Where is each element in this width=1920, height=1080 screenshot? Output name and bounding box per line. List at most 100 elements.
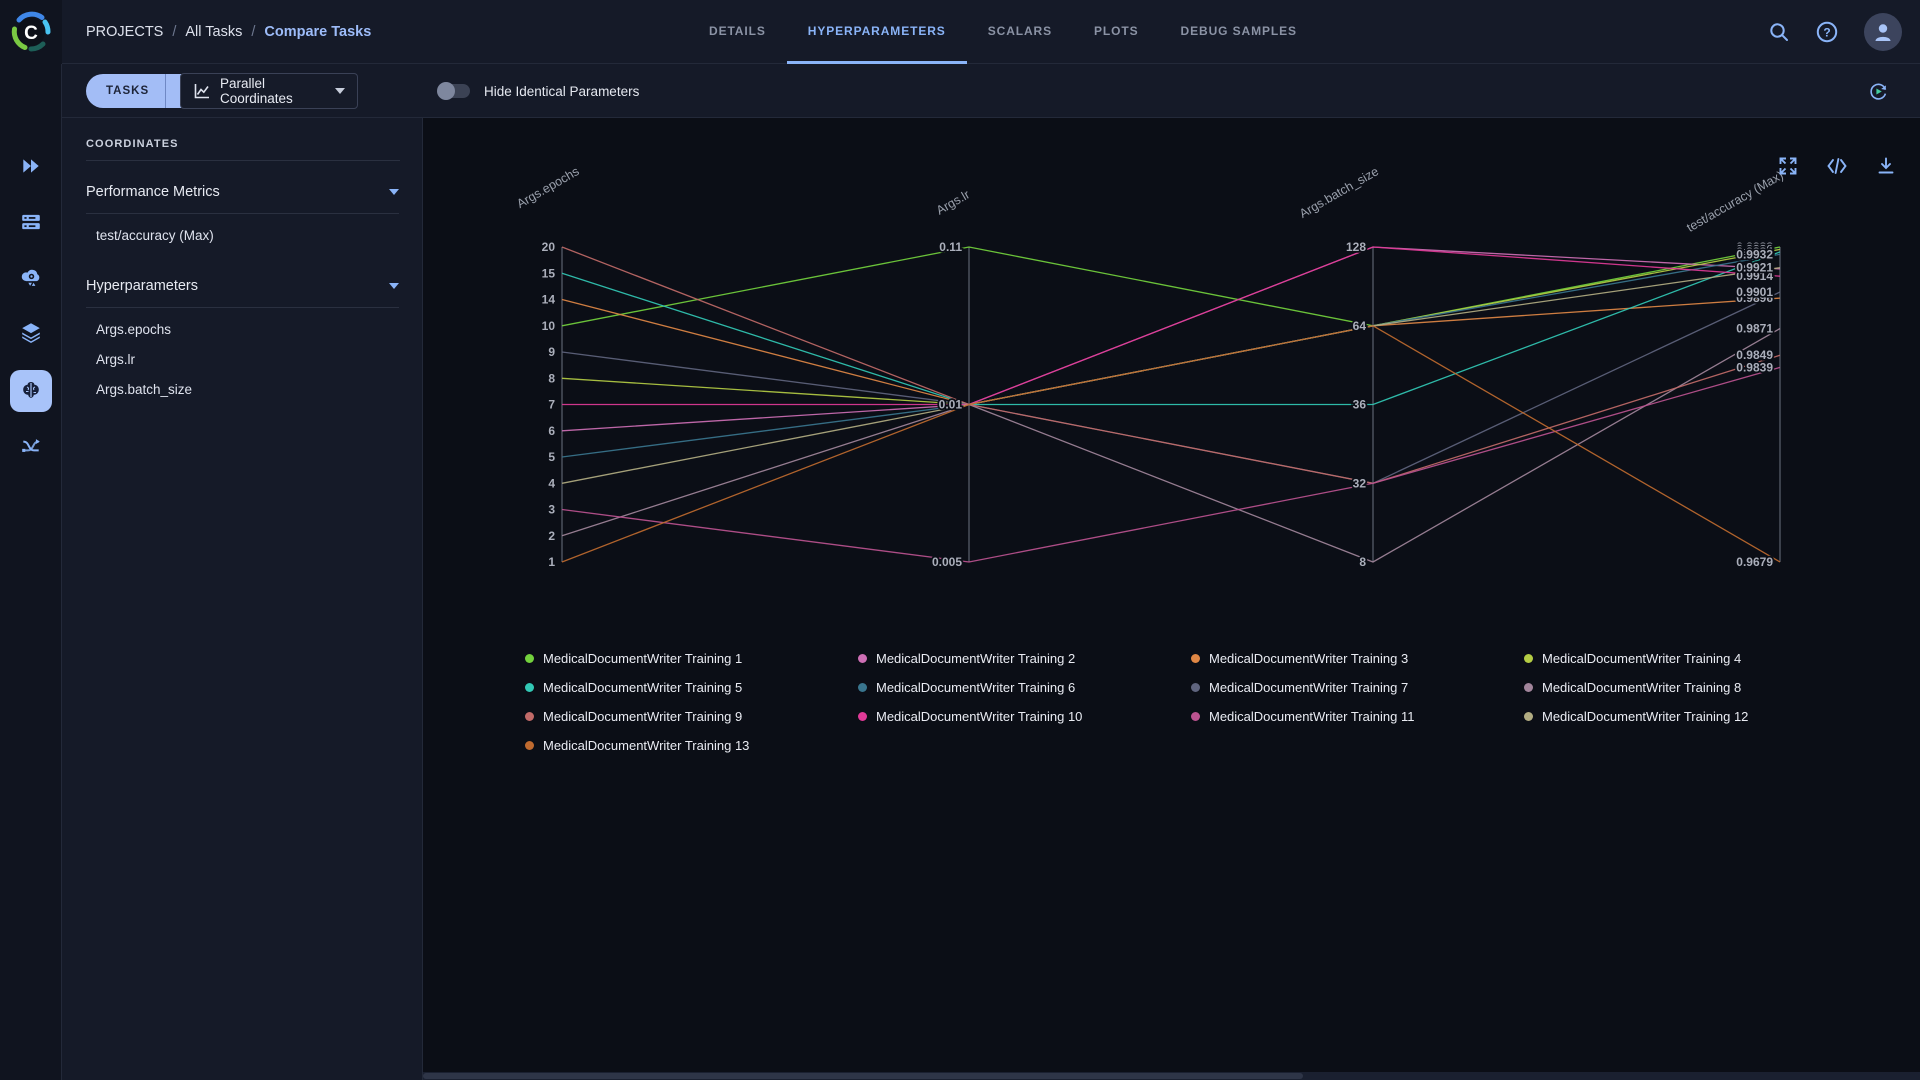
maximize-icon[interactable] xyxy=(1778,156,1798,176)
axis-tick-label: 8 xyxy=(1359,555,1366,569)
legend-item[interactable]: MedicalDocumentWriter Training 12 xyxy=(1524,702,1857,731)
axis-tick-label: 0.9849 xyxy=(1736,348,1773,362)
cloud-autoscaler-icon[interactable] xyxy=(10,256,52,298)
axis-tick-label: 0.9921 xyxy=(1736,261,1773,275)
legend-item[interactable]: MedicalDocumentWriter Training 4 xyxy=(1524,644,1857,673)
legend-color-dot xyxy=(1524,712,1533,721)
legend-item[interactable]: MedicalDocumentWriter Training 10 xyxy=(858,702,1191,731)
legend-label: MedicalDocumentWriter Training 4 xyxy=(1542,651,1742,666)
user-avatar[interactable] xyxy=(1864,13,1902,51)
auto-refresh-icon[interactable] xyxy=(1867,80,1890,103)
legend-label: MedicalDocumentWriter Training 12 xyxy=(1542,709,1749,724)
legend-color-dot xyxy=(525,712,534,721)
legend-item[interactable]: MedicalDocumentWriter Training 6 xyxy=(858,673,1191,702)
pipelines-icon[interactable] xyxy=(10,425,52,467)
coordinate-item[interactable]: Args.batch_size xyxy=(96,381,193,397)
legend-color-dot xyxy=(858,712,867,721)
legend-color-dot xyxy=(1191,654,1200,663)
download-icon[interactable] xyxy=(1876,156,1896,176)
legend-item[interactable]: MedicalDocumentWriter Training 1 xyxy=(525,644,858,673)
projects-icon-active[interactable] xyxy=(10,370,52,412)
workers-queues-icon[interactable] xyxy=(10,201,52,243)
axis-tick-label: 14 xyxy=(542,293,556,307)
axis-tick-label: 7 xyxy=(548,398,555,412)
legend-color-dot xyxy=(1524,683,1533,692)
legend-item[interactable]: MedicalDocumentWriter Training 5 xyxy=(525,673,858,702)
view-selector-dropdown[interactable]: Parallel Coordinates xyxy=(180,73,358,109)
coordinate-item[interactable]: Args.epochs xyxy=(96,321,172,337)
axis-tick-label: 0.9871 xyxy=(1736,321,1773,335)
legend-color-dot xyxy=(1524,654,1533,663)
breadcrumb: PROJECTS / All Tasks / Compare Tasks xyxy=(86,0,371,64)
series-line xyxy=(561,297,1781,406)
series-line xyxy=(561,327,1781,563)
legend-item[interactable]: MedicalDocumentWriter Training 11 xyxy=(1191,702,1524,731)
coordinate-item[interactable]: Args.lr xyxy=(96,351,136,367)
legend-label: MedicalDocumentWriter Training 3 xyxy=(1209,651,1409,666)
breadcrumb-item[interactable]: PROJECTS xyxy=(86,24,164,40)
side-rail xyxy=(0,64,62,1080)
hide-identical-toggle[interactable] xyxy=(437,82,470,100)
series-line xyxy=(562,246,1781,406)
legend-color-dot xyxy=(1191,712,1200,721)
breadcrumb-item[interactable]: Compare Tasks xyxy=(264,24,372,40)
axis-title: Args.lr xyxy=(934,187,972,217)
axis-tick-label: 0.005 xyxy=(932,555,962,569)
coordinate-item[interactable]: test/accuracy (Max) xyxy=(96,227,214,243)
axis-tick-label: 0.9938 xyxy=(1736,240,1773,254)
scrollbar-thumb[interactable] xyxy=(423,1073,1303,1079)
getting-started-icon[interactable] xyxy=(10,145,52,187)
tab-details[interactable]: DETAILS xyxy=(709,23,766,38)
legend-item[interactable]: MedicalDocumentWriter Training 9 xyxy=(525,702,858,731)
axis-tick-label: 64 xyxy=(1353,319,1367,333)
axis-title: test/accuracy (Max) xyxy=(1684,168,1785,235)
axis-tick-label: 36 xyxy=(1353,398,1367,412)
legend-color-dot xyxy=(1191,683,1200,692)
legend-label: MedicalDocumentWriter Training 8 xyxy=(1542,680,1742,695)
coordinates-title: COORDINATES xyxy=(86,138,179,150)
axis-tick-label: 0.9839 xyxy=(1736,360,1773,374)
axis-tick-label: 20 xyxy=(542,240,556,254)
breadcrumb-separator: / xyxy=(172,24,177,40)
horizontal-scrollbar[interactable] xyxy=(423,1072,1920,1080)
tab-scalars[interactable]: SCALARS xyxy=(987,23,1053,38)
axis-tick-label: 1 xyxy=(548,555,555,569)
series-line xyxy=(561,366,1781,563)
clearml-logo[interactable]: C xyxy=(0,0,62,64)
tasks-button-divider xyxy=(165,74,167,108)
legend-item[interactable]: MedicalDocumentWriter Training 7 xyxy=(1191,673,1524,702)
tab-hyperparameters[interactable]: HYPERPARAMETERS xyxy=(786,0,967,64)
tab-debug-samples[interactable]: DEBUG SAMPLES xyxy=(1180,23,1297,38)
section-header[interactable]: Hyperparameters xyxy=(86,264,399,308)
parallel-coordinates-chart[interactable]: 201514109876543210.110.010.0051286436328… xyxy=(423,118,1920,638)
axis-tick-label: 0.9934 xyxy=(1736,245,1773,259)
axis-tick-label: 2 xyxy=(548,529,555,543)
legend-label: MedicalDocumentWriter Training 5 xyxy=(543,680,743,695)
help-icon[interactable]: ? xyxy=(1815,20,1839,44)
embed-code-icon[interactable] xyxy=(1826,156,1848,176)
tab-plots[interactable]: PLOTS xyxy=(1094,23,1139,38)
axis-tick-label: 0.9679 xyxy=(1736,555,1773,569)
axis-tick-label: 4 xyxy=(548,476,555,490)
legend-color-dot xyxy=(858,683,867,692)
parallel-coordinates-panel: 20 15 14 10 9 8 7 6 5 4 3 2 1 0.11 0.01 0.005 128 64 36 32 8… xyxy=(423,118,1920,1080)
legend-item[interactable]: MedicalDocumentWriter Training 2 xyxy=(858,644,1191,673)
legend-item[interactable]: MedicalDocumentWriter Training 13 xyxy=(525,731,858,760)
legend-item[interactable]: MedicalDocumentWriter Training 8 xyxy=(1524,673,1857,702)
legend-item[interactable]: MedicalDocumentWriter Training 3 xyxy=(1191,644,1524,673)
chart-type-icon xyxy=(194,84,209,99)
axis-tick-label: 0.9914 xyxy=(1736,269,1773,283)
compare-toolbar: TASKS + Parallel Coordinates Hide Identi… xyxy=(62,64,1920,118)
datasets-icon[interactable] xyxy=(10,311,52,353)
section-header[interactable]: Performance Metrics xyxy=(86,170,399,214)
axis-tick-label: 0.9901 xyxy=(1736,285,1773,299)
axis-tick-label: 8 xyxy=(548,371,555,385)
view-selector-value: Parallel Coordinates xyxy=(220,76,293,106)
section-label: Performance Metrics xyxy=(86,183,220,200)
chevron-down-icon xyxy=(389,282,399,289)
search-icon[interactable] xyxy=(1768,21,1790,43)
axis-tick-label: 0.9896 xyxy=(1736,291,1773,305)
person-icon xyxy=(1875,24,1891,41)
breadcrumb-item[interactable]: All Tasks xyxy=(185,24,243,40)
legend-label: MedicalDocumentWriter Training 2 xyxy=(876,651,1076,666)
